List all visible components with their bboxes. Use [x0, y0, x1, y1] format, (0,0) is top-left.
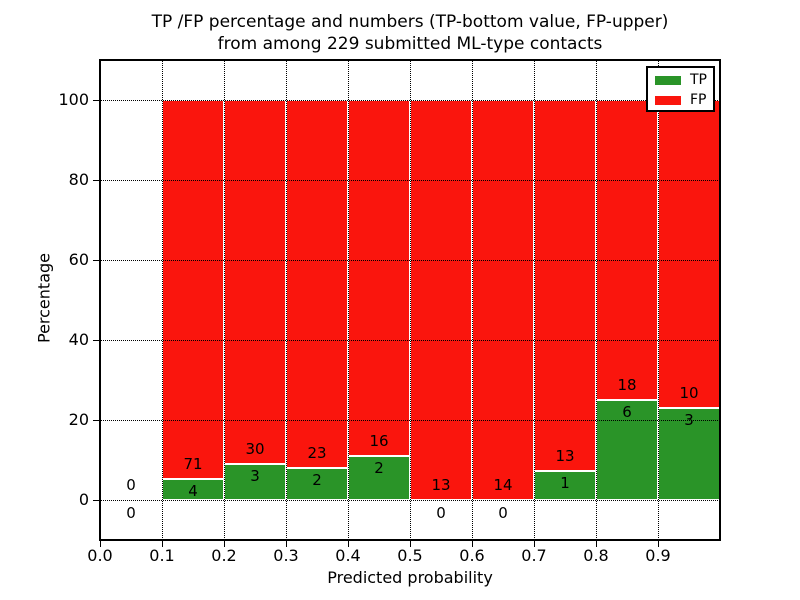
bar-fp-0.8-0.9 — [596, 100, 658, 400]
chart-title: TP /FP percentage and numbers (TP-bottom… — [100, 11, 720, 55]
annotation-fp-count-0.7-0.8: 13 — [555, 447, 575, 466]
annotation-tp-count-0.8-0.9: 6 — [622, 403, 632, 421]
bar-fp-0.1-0.2 — [162, 100, 224, 479]
legend-item-fp: FP — [648, 90, 713, 110]
legend-label-fp: FP — [690, 92, 707, 108]
annotation-fp-count-0.3-0.4: 23 — [307, 444, 327, 462]
x-tick-0.6 — [472, 540, 473, 547]
y-tick-label-60: 60 — [68, 250, 89, 269]
annotation-tp-count-0.6-0.7: 0 — [498, 504, 508, 522]
plot-area: TP FP 0 0 71 4 30 3 23 2 16 2 13 0 14 0 13 1 18 6 10 3 — [99, 59, 721, 541]
annotation-fp-count-0.6-0.7: 14 — [493, 476, 513, 494]
gridline-y-80 — [100, 179, 720, 181]
x-tick-label-0.2: 0.2 — [211, 546, 237, 565]
x-tick-label-0.3: 0.3 — [273, 546, 299, 565]
annotation-fp-count-0.5-0.6: 13 — [431, 476, 451, 494]
x-tick-0.5 — [410, 540, 411, 547]
annotation-tp-count-0.2-0.3: 3 — [250, 466, 260, 485]
annotation-fp-count-0.4-0.5: 16 — [369, 431, 389, 450]
x-tick-label-0.4: 0.4 — [335, 546, 361, 565]
gridline-x-0.8 — [595, 60, 597, 540]
chart-title-line2: from among 229 submitted ML-type contact… — [217, 34, 603, 54]
gridline-x-0.6 — [471, 60, 473, 540]
chart-title-line1: TP /FP percentage and numbers (TP-bottom… — [151, 12, 669, 32]
bar-fp-0.5-0.6 — [410, 100, 472, 500]
bar-fp-0.7-0.8 — [534, 100, 596, 472]
gridline-x-0.7 — [533, 60, 535, 540]
annotation-fp-count-0.2-0.3: 30 — [245, 439, 265, 458]
x-tick-label-0.7: 0.7 — [521, 546, 547, 565]
bar-fp-0.3-0.4 — [286, 100, 348, 468]
annotation-tp-count-0.4-0.5: 2 — [374, 458, 384, 477]
x-tick-0.0 — [100, 540, 101, 547]
annotation-tp-count-0.5-0.6: 0 — [436, 504, 446, 522]
gridline-x-0.1 — [161, 60, 163, 540]
annotation-fp-count-0-0.1: 0 — [126, 476, 136, 494]
gridline-x-0.4 — [347, 60, 349, 540]
x-tick-label-0.1: 0.1 — [149, 546, 175, 565]
x-tick-label-0.9: 0.9 — [645, 546, 671, 565]
annotation-fp-count-0.1-0.2: 71 — [183, 454, 203, 473]
annotation-tp-count-0.9-1: 3 — [684, 410, 694, 429]
gridline-x-0.5 — [409, 60, 411, 540]
x-tick-0.3 — [286, 540, 287, 547]
bar-fp-0.9-1 — [658, 100, 720, 408]
gridline-y-60 — [100, 259, 720, 261]
y-tick-label-20: 20 — [68, 410, 89, 429]
x-tick-label-0.6: 0.6 — [459, 546, 485, 565]
y-tick-40 — [93, 340, 100, 341]
bar-fp-0.4-0.5 — [348, 100, 410, 456]
x-tick-0.4 — [348, 540, 349, 547]
x-tick-0.7 — [534, 540, 535, 547]
y-tick-label-40: 40 — [68, 330, 89, 349]
gridline-x-0.2 — [223, 60, 225, 540]
bar-fp-0.6-0.7 — [472, 100, 534, 500]
legend-item-tp: TP — [648, 70, 713, 90]
tp-color-swatch — [655, 75, 681, 85]
annotation-tp-count-0.3-0.4: 2 — [312, 471, 322, 489]
y-tick-80 — [93, 180, 100, 181]
bar-fp-0.2-0.3 — [224, 100, 286, 464]
gridline-x-0.9 — [657, 60, 659, 540]
gridline-y-0 — [100, 499, 720, 501]
bar-tp-0.7-0.8 — [534, 471, 596, 500]
x-tick-label-0.0: 0.0 — [87, 546, 113, 565]
bar-tp-0.8-0.9 — [596, 400, 658, 500]
annotation-fp-count-0.8-0.9: 18 — [617, 376, 637, 394]
y-tick-label-100: 100 — [58, 90, 89, 109]
gridline-y-20 — [100, 419, 720, 421]
x-tick-label-0.5: 0.5 — [397, 546, 423, 565]
x-axis-label: Predicted probability — [327, 568, 493, 587]
gridline-y-100 — [100, 99, 720, 101]
y-tick-label-0: 0 — [78, 490, 89, 509]
bar-tp-0.9-1 — [658, 407, 720, 500]
x-tick-0.2 — [224, 540, 225, 547]
x-tick-0.8 — [596, 540, 597, 547]
x-tick-0.9 — [658, 540, 659, 547]
bar-tp-0.2-0.3 — [224, 463, 286, 500]
legend-label-tp: TP — [690, 72, 707, 88]
annotation-fp-count-0.9-1: 10 — [679, 383, 699, 402]
legend: TP FP — [646, 66, 715, 112]
y-tick-60 — [93, 260, 100, 261]
x-tick-0.1 — [162, 540, 163, 547]
annotation-tp-count-0.1-0.2: 4 — [188, 481, 198, 500]
y-tick-20 — [93, 420, 100, 421]
fp-color-swatch — [655, 95, 681, 105]
annotation-tp-count-0-0.1: 0 — [126, 504, 136, 522]
gridline-y-40 — [100, 339, 720, 341]
y-tick-0 — [93, 500, 100, 501]
gridline-x-0.3 — [285, 60, 287, 540]
y-tick-100 — [93, 100, 100, 101]
x-tick-label-0.8: 0.8 — [583, 546, 609, 565]
annotation-tp-count-0.7-0.8: 1 — [560, 474, 570, 493]
y-tick-label-80: 80 — [68, 170, 89, 189]
